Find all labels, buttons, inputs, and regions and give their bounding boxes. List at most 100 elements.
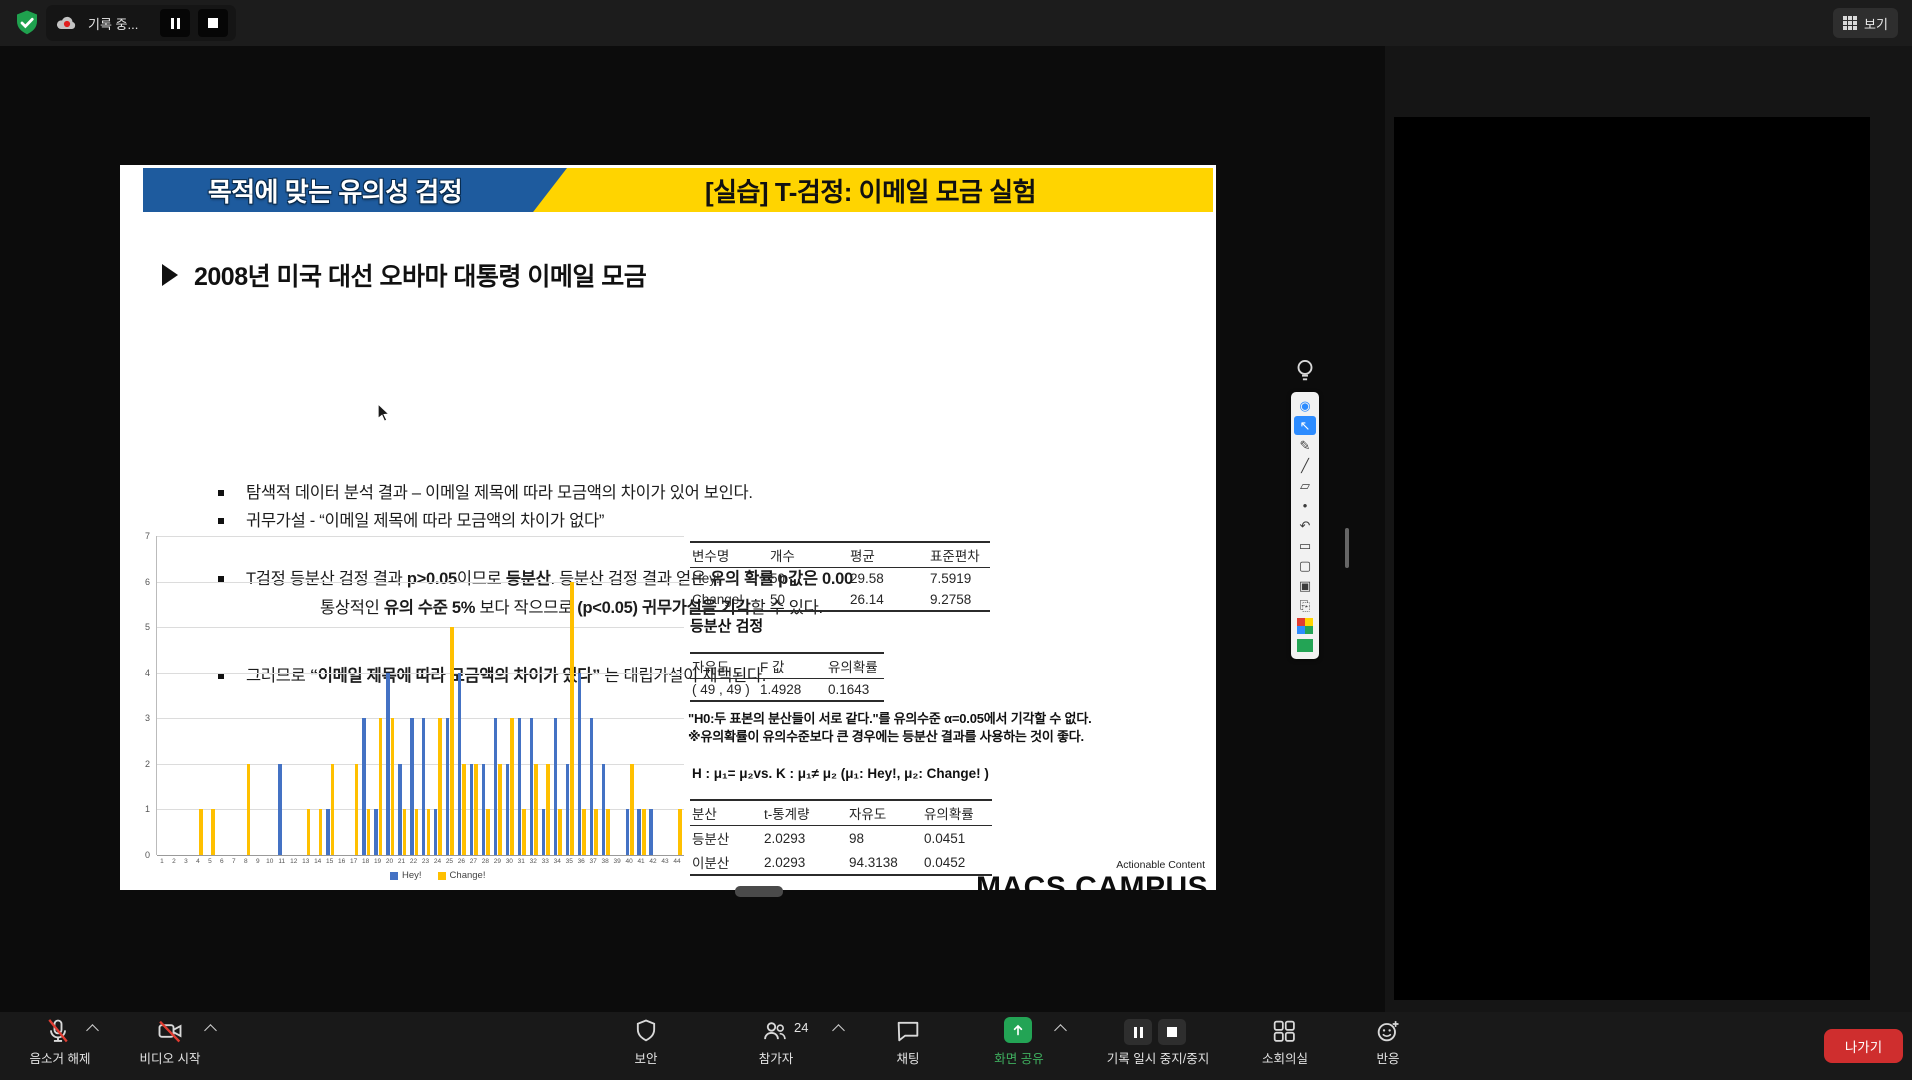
chart-gridline — [157, 627, 684, 629]
bar-change — [486, 809, 490, 855]
x-tick-label: 35 — [565, 858, 573, 865]
x-tick-label: 29 — [493, 858, 501, 865]
participants-count: 24 — [794, 1020, 809, 1035]
y-tick-label: 0 — [144, 850, 150, 860]
x-tick-label: 40 — [625, 858, 633, 865]
bar-change — [414, 809, 419, 855]
participant-video-tile — [1394, 117, 1870, 1000]
x-tick-label: 17 — [349, 858, 358, 865]
breakout-rooms-icon[interactable] — [1270, 1017, 1298, 1045]
bar-change — [246, 763, 251, 855]
chart-gridline — [157, 809, 684, 811]
share-screen-icon[interactable] — [1004, 1017, 1032, 1043]
toolbar-slider-handle[interactable] — [1345, 528, 1349, 568]
bullet-marker-icon — [218, 518, 224, 524]
leave-meeting-button[interactable]: 나가기 — [1824, 1029, 1903, 1063]
record-pause-button[interactable] — [1124, 1019, 1152, 1045]
pause-recording-button[interactable] — [160, 9, 191, 37]
x-tick-label: 10 — [266, 858, 274, 865]
light-bulb-icon[interactable] — [1293, 358, 1317, 384]
pen-icon[interactable]: ✎ — [1299, 438, 1311, 453]
hypothesis-line: H : μ₁= μ₂vs. K : μ₁≠ μ₂ (μ₁: Hey!, μ₂: … — [692, 766, 989, 781]
whiteboard-icon[interactable]: ▢ — [1298, 558, 1312, 573]
chat-bubble-icon[interactable] — [894, 1017, 922, 1045]
x-tick-label: 25 — [445, 858, 454, 865]
bar-hey — [589, 718, 594, 855]
microphone-muted-icon[interactable] — [44, 1017, 72, 1045]
unmute-button[interactable]: 음소거 해제 — [29, 1052, 91, 1066]
summary-stats-table: 변수명 개수 평균 표준편차 Hey! 50 29.58 7.5919 Change! 50 26.… — [690, 541, 990, 612]
stop-icon — [1167, 1027, 1177, 1037]
table-cell: 7.5919 — [930, 571, 972, 586]
bar-hey — [637, 809, 642, 855]
bar-change — [390, 718, 395, 855]
y-tick-label: 2 — [144, 758, 150, 769]
save-image-icon[interactable]: ▣ — [1298, 578, 1312, 593]
bullet-marker-icon — [218, 576, 224, 582]
legend-swatch — [390, 871, 398, 880]
bullet-null-hypothesis: 귀무가설 - “이메일 제목에 따라 모금액의 차이가 없다” — [218, 507, 604, 531]
bar-change — [402, 809, 407, 855]
recording-indicator: 기록 중... — [46, 5, 237, 41]
share-screen-button[interactable]: 화면 공유 — [994, 1052, 1044, 1066]
view-button[interactable]: 보기 — [1833, 8, 1898, 38]
participants-icon[interactable] — [760, 1017, 790, 1045]
camera-off-icon[interactable] — [156, 1017, 184, 1045]
bar-change — [522, 809, 526, 855]
bar-hey — [433, 809, 438, 855]
breakout-rooms-button[interactable]: 소회의실 — [1261, 1052, 1308, 1066]
x-tick-label: 34 — [553, 858, 561, 865]
x-tick-label: 8 — [244, 858, 248, 865]
y-tick-label: 6 — [144, 576, 150, 587]
bar-hey — [517, 718, 522, 855]
chart-gridline — [157, 672, 684, 674]
y-tick-label: 4 — [144, 667, 150, 678]
table-cell: 9.2758 — [930, 592, 972, 607]
table-cell: 2.0293 — [764, 830, 806, 846]
security-button[interactable]: 보안 — [634, 1052, 658, 1066]
security-shield-icon[interactable] — [632, 1017, 660, 1045]
color-palette-icon[interactable] — [1294, 616, 1316, 635]
bullet-ttest-result: T검정 등분산 검정 결과 p>0.05이므로 등분산. 등분산 검정 결과 얻… — [218, 565, 853, 589]
share-scrollbar-handle[interactable] — [735, 886, 783, 897]
record-stop-button[interactable] — [1158, 1019, 1186, 1045]
eye-icon[interactable]: ◉ — [1299, 398, 1311, 413]
annotation-toolbar: ◉ ↖ ✎ ╱ ▱ • ↶ ▭ ▢ ▣ ⎘ — [1291, 392, 1319, 659]
trash-icon[interactable]: ▭ — [1298, 538, 1312, 553]
x-tick-label: 5 — [208, 858, 212, 865]
x-tick-label: 18 — [361, 858, 370, 865]
slide-title-text: 2008년 미국 대선 오바마 대통령 이메일 모금 — [194, 263, 647, 291]
table-header-cell: 유의확률 — [826, 653, 884, 679]
clipboard-icon[interactable]: ⎘ — [1299, 598, 1311, 613]
bar-change — [378, 718, 383, 855]
undo-icon[interactable]: ↶ — [1299, 518, 1311, 533]
record-control-label[interactable]: 기록 일시 중지/중지 — [1106, 1052, 1210, 1066]
select-arrow-icon[interactable]: ↖ — [1294, 416, 1316, 435]
reactions-button[interactable]: 반응 — [1376, 1052, 1400, 1066]
stamp-dot-icon[interactable]: • — [1302, 498, 1308, 513]
x-tick-label: 12 — [290, 858, 298, 865]
table-cell: 2.0293 — [764, 854, 806, 870]
line-icon[interactable]: ╱ — [1301, 458, 1309, 473]
bar-change — [306, 809, 311, 855]
table-cell: ( 49 , 49 ) — [692, 682, 750, 697]
stop-recording-button[interactable] — [198, 9, 229, 37]
legend-item: Change! — [437, 870, 485, 881]
recording-status-text: 기록 중... — [88, 16, 139, 32]
current-color-swatch[interactable] — [1294, 636, 1316, 655]
eraser-icon[interactable]: ▱ — [1300, 478, 1310, 493]
x-tick-label: 42 — [649, 858, 657, 865]
view-button-label: 보기 — [1864, 16, 1888, 32]
participants-button[interactable]: 참가자 — [758, 1052, 794, 1066]
table-header-cell: 자유도 — [847, 800, 922, 826]
legend-item: Hey! — [390, 870, 422, 881]
chart-gridline — [157, 718, 684, 720]
x-tick-label: 3 — [184, 858, 188, 865]
y-tick-label: 5 — [144, 622, 150, 633]
chat-button[interactable]: 채팅 — [896, 1052, 920, 1066]
start-video-button[interactable]: 비디오 시작 — [139, 1052, 201, 1066]
chart-gridline — [157, 581, 684, 583]
x-tick-label: 13 — [302, 858, 310, 865]
table-cell: 94.3138 — [849, 854, 898, 870]
reactions-smiley-icon[interactable] — [1374, 1017, 1402, 1045]
